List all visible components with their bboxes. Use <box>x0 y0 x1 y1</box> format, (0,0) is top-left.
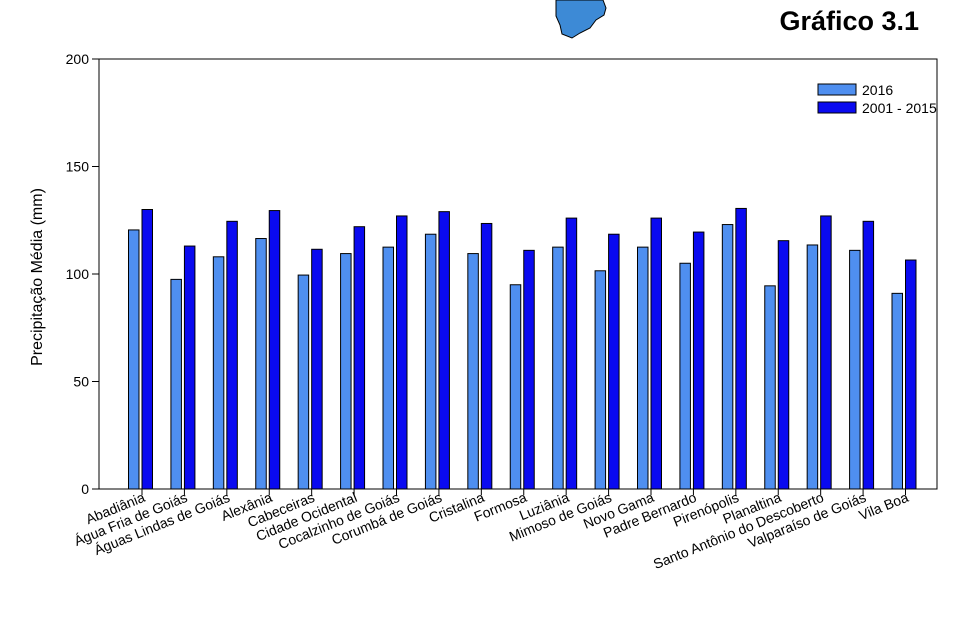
bar-2016 <box>128 229 140 490</box>
bar-2016 <box>467 253 479 490</box>
bar-2016 <box>764 285 776 490</box>
legend-swatch-2001-2015 <box>817 101 857 114</box>
bar-2001-2015 <box>226 220 238 490</box>
bar-2001-2015 <box>523 249 535 490</box>
plot-frame <box>98 58 938 490</box>
bar-2001-2015 <box>268 210 281 490</box>
bar-2016 <box>679 262 691 490</box>
y-tick-label: 50 <box>73 374 89 390</box>
y-tick-label: 100 <box>66 266 90 282</box>
bar-2001-2015 <box>183 245 196 490</box>
bar-2001-2015 <box>650 217 662 490</box>
bar-2001-2015 <box>735 207 747 490</box>
bar-2001-2015 <box>353 226 366 490</box>
bar-2001-2015 <box>438 211 450 490</box>
bar-2001-2015 <box>396 215 408 490</box>
figure-label: Gráfico 3.1 <box>779 6 919 36</box>
bar-2001-2015 <box>480 222 493 490</box>
bar-2016 <box>297 274 310 490</box>
bar-2001-2015 <box>692 231 705 490</box>
bar-2016 <box>849 249 861 490</box>
bar-2016 <box>255 238 267 490</box>
bar-2016 <box>594 270 607 490</box>
bar-2016 <box>806 244 819 490</box>
y-tick-label: 150 <box>66 159 90 175</box>
y-tick-label: 200 <box>66 51 90 67</box>
bar-2016 <box>891 292 903 490</box>
bar-2001-2015 <box>777 240 790 490</box>
bar-2016 <box>424 233 437 490</box>
bar-2016 <box>721 224 734 490</box>
bar-2001-2015 <box>311 248 323 490</box>
bar-2016 <box>637 246 649 490</box>
bar-2016 <box>170 278 182 490</box>
legend-label-2001-2015: 2001 - 2015 <box>862 100 937 116</box>
goias-map-fragment <box>555 0 607 39</box>
legend-swatch-2016 <box>817 83 857 96</box>
bar-2016 <box>340 253 352 490</box>
y-axis-title: Precipitação Média (mm) <box>29 188 46 366</box>
bar-2001-2015 <box>141 209 153 490</box>
y-tick-label: 0 <box>81 481 89 497</box>
bar-2016 <box>509 284 522 490</box>
x-tick-label: Vila Boa <box>857 489 911 523</box>
bar-2001-2015 <box>608 233 620 490</box>
bar-2001-2015 <box>820 215 832 490</box>
legend: 2016 2001 - 2015 <box>817 82 937 116</box>
bar-2016 <box>382 246 394 490</box>
bar-2001-2015 <box>565 217 578 490</box>
bar-2016 <box>552 246 564 490</box>
bar-2016 <box>212 256 225 490</box>
legend-label-2016: 2016 <box>862 82 893 98</box>
bar-2001-2015 <box>862 220 875 490</box>
bar-2001-2015 <box>905 259 917 490</box>
